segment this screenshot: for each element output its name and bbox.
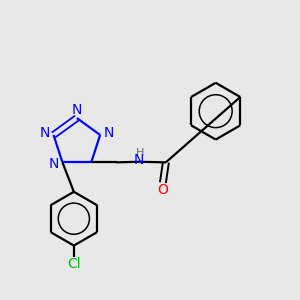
Text: N: N [48,157,59,171]
Text: H: H [136,148,144,158]
Text: O: O [158,183,168,197]
Text: N: N [39,127,50,140]
Text: N: N [72,103,82,117]
Text: N: N [134,153,144,167]
Text: Cl: Cl [67,257,81,271]
Text: N: N [104,127,114,140]
